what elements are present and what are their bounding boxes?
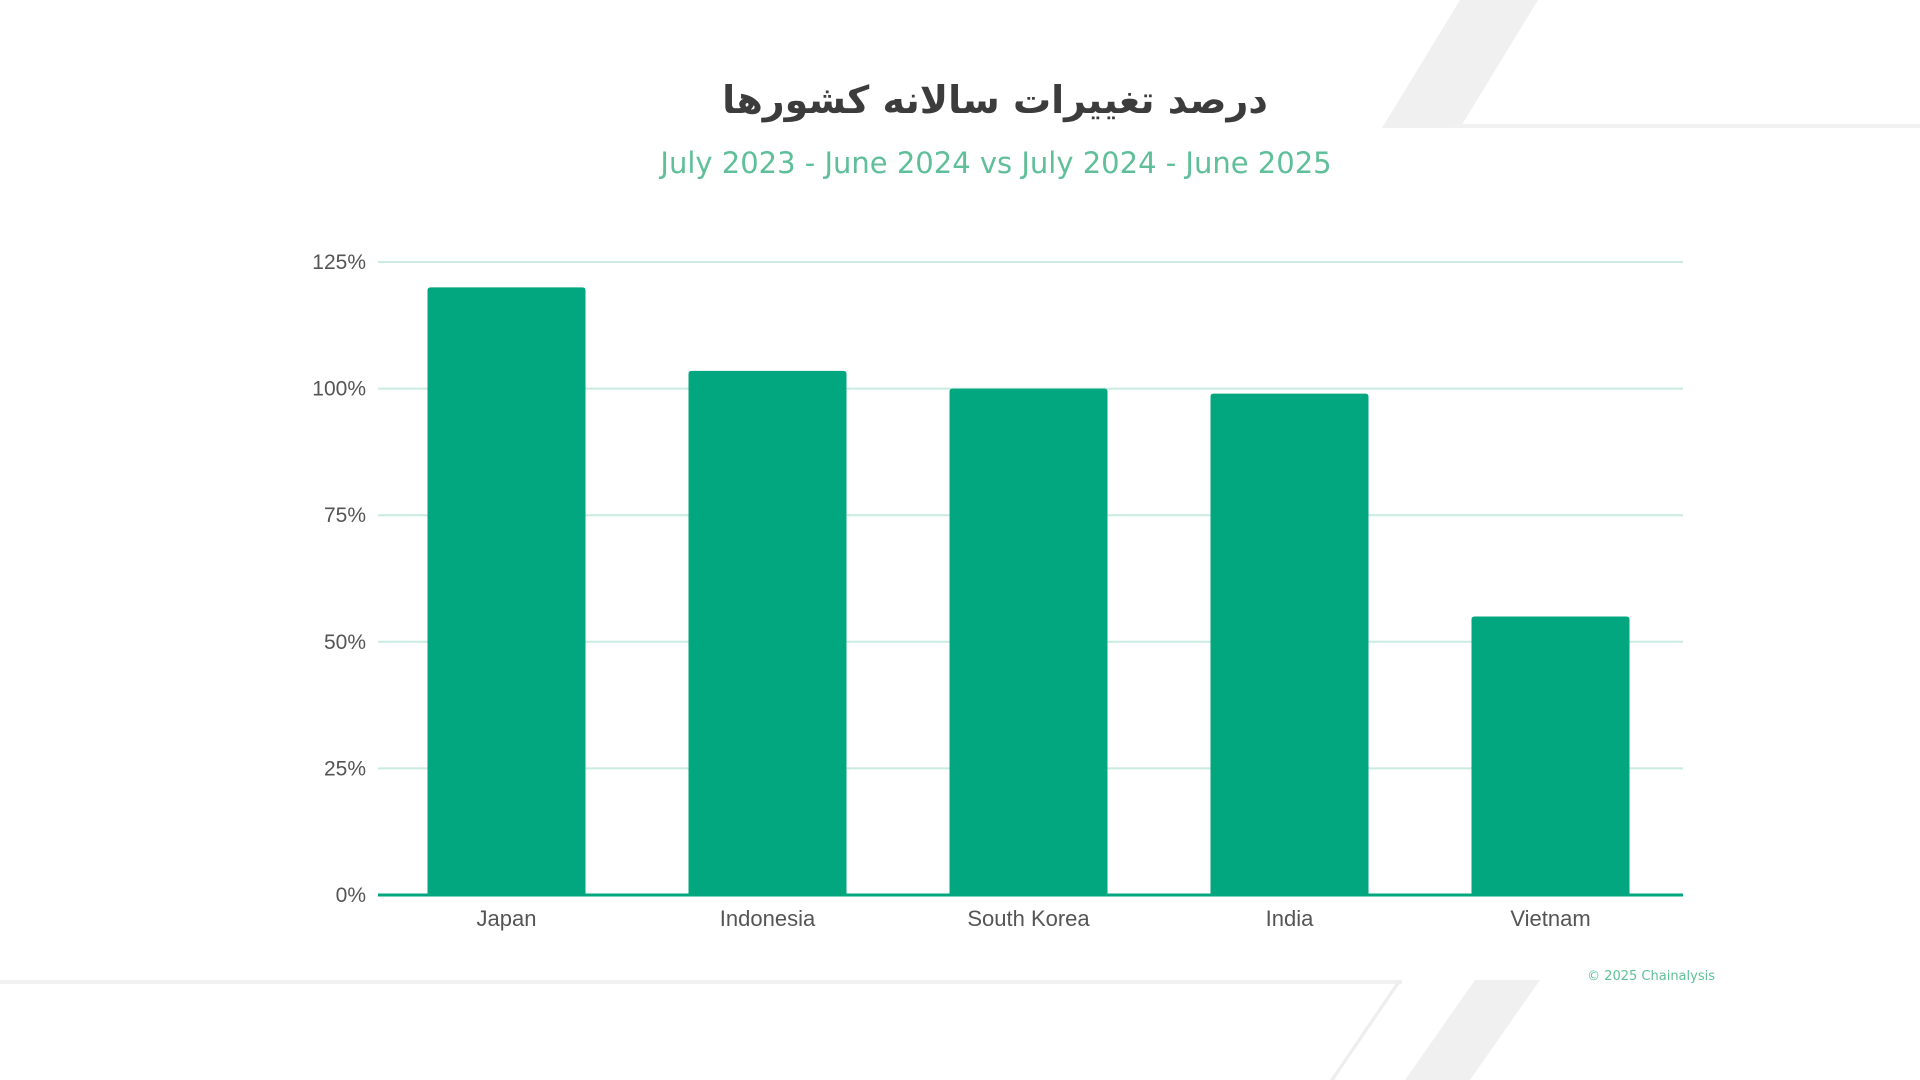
x-category-label: South Korea — [967, 906, 1090, 931]
bar-india — [1210, 393, 1369, 895]
x-category-label: India — [1266, 906, 1314, 931]
x-axis-labels: Japan Indonesia South Korea India Vietnam — [477, 906, 1591, 931]
y-tick-label: 75% — [324, 504, 366, 527]
decor-stripe-bottom-thin — [1330, 980, 1402, 1080]
y-tick-label: 25% — [324, 757, 366, 780]
bar-japan — [427, 287, 586, 895]
y-axis-ticks: 0% 25% 50% 75% 100% 125% — [312, 251, 366, 907]
x-category-label: Vietnam — [1510, 906, 1590, 931]
decor-line-bottom — [0, 980, 1402, 984]
x-category-label: Indonesia — [720, 906, 816, 931]
copyright-footer: © 2025 Chainalysis — [1587, 969, 1715, 984]
y-tick-label: 125% — [312, 251, 366, 274]
y-tick-label: 100% — [312, 378, 366, 401]
bar-vietnam — [1471, 616, 1630, 895]
decor-stripe-bottom — [1405, 980, 1540, 1080]
decor-line-top — [1450, 124, 1920, 128]
y-tick-label: 50% — [324, 631, 366, 654]
y-tick-label: 0% — [336, 884, 366, 907]
bar-south-korea — [949, 388, 1108, 895]
bar-indonesia — [688, 370, 847, 896]
bars — [427, 287, 1630, 896]
x-category-label: Japan — [477, 906, 537, 931]
decor-stripe-top — [1382, 0, 1538, 128]
